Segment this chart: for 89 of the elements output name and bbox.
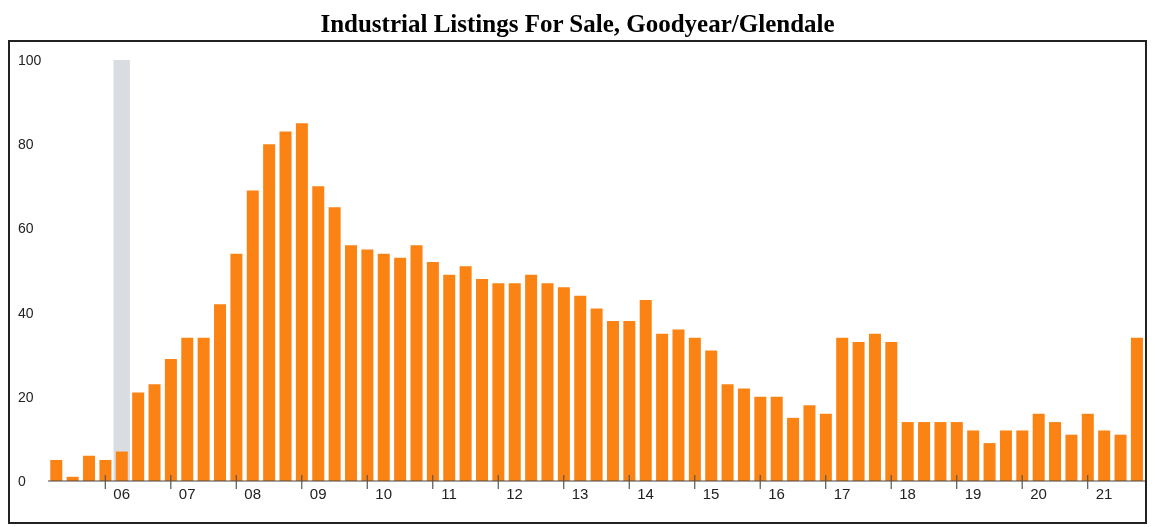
bar xyxy=(574,295,587,481)
bar xyxy=(1114,434,1127,481)
bar xyxy=(443,274,456,481)
bar xyxy=(164,358,177,481)
bar xyxy=(950,422,963,481)
bar xyxy=(148,384,161,481)
bar xyxy=(983,443,996,481)
bar xyxy=(1065,434,1078,481)
x-tick-label: 16 xyxy=(768,485,785,502)
x-tick-label: 15 xyxy=(702,485,720,502)
bar xyxy=(737,388,750,481)
bar xyxy=(721,384,734,481)
bar xyxy=(901,422,914,481)
bar xyxy=(934,422,947,481)
y-tick-label: 40 xyxy=(18,304,34,321)
bar xyxy=(492,283,505,481)
bar xyxy=(214,304,227,481)
bar xyxy=(803,405,816,481)
bar xyxy=(459,266,472,481)
x-tick-label: 10 xyxy=(375,485,392,502)
bar xyxy=(656,333,669,481)
bar xyxy=(606,321,619,481)
x-tick-label: 07 xyxy=(178,485,196,502)
bar xyxy=(967,430,980,481)
bar xyxy=(885,342,898,481)
bar xyxy=(999,430,1012,481)
bar xyxy=(754,396,767,481)
bar xyxy=(705,350,718,481)
bar xyxy=(852,342,865,481)
bar xyxy=(361,249,374,481)
bar xyxy=(345,245,358,481)
x-tick-label: 14 xyxy=(637,485,654,502)
bar xyxy=(312,186,325,481)
x-tick-label: 09 xyxy=(309,485,327,502)
bar xyxy=(246,190,259,481)
bar xyxy=(508,283,521,481)
x-tick-label: 08 xyxy=(244,485,262,502)
y-tick-label: 80 xyxy=(18,136,34,153)
bar xyxy=(1081,413,1094,481)
x-tick-label: 17 xyxy=(833,485,851,502)
bar xyxy=(99,459,112,481)
bar xyxy=(639,299,652,481)
bar xyxy=(557,287,570,481)
bar xyxy=(1098,430,1111,481)
bar xyxy=(50,459,63,481)
bar xyxy=(426,262,439,481)
bar xyxy=(590,308,603,481)
bar xyxy=(819,413,832,481)
bar xyxy=(377,253,390,481)
bar xyxy=(475,278,488,481)
x-tick-label: 20 xyxy=(1030,485,1047,502)
bar xyxy=(541,283,554,481)
bar xyxy=(918,422,931,481)
bar xyxy=(688,337,701,481)
bar xyxy=(197,337,210,481)
bar xyxy=(410,245,423,481)
bar xyxy=(1016,430,1029,481)
bar xyxy=(295,123,308,481)
bar xyxy=(770,396,783,481)
bar xyxy=(279,131,292,481)
x-tick-label: 21 xyxy=(1095,485,1113,502)
bar xyxy=(328,207,341,481)
bar xyxy=(868,333,881,481)
bar xyxy=(230,253,243,481)
bar xyxy=(836,337,849,481)
y-tick-label: 20 xyxy=(18,388,34,405)
bar xyxy=(263,144,276,481)
bar xyxy=(672,329,685,481)
x-tick-label: 11 xyxy=(441,485,457,502)
x-tick-label: 18 xyxy=(899,485,916,502)
x-tick-label: 13 xyxy=(571,485,589,502)
bar xyxy=(181,337,194,481)
bar xyxy=(1032,413,1045,481)
y-tick-label: 100 xyxy=(18,52,42,68)
bar xyxy=(83,455,96,481)
x-tick-label: 19 xyxy=(964,485,982,502)
bar xyxy=(525,274,538,481)
bar xyxy=(1130,337,1143,481)
x-tick-label: 12 xyxy=(506,485,523,502)
bar xyxy=(787,417,800,481)
chart-title: Industrial Listings For Sale, Goodyear/Glendale xyxy=(319,9,836,39)
bar xyxy=(132,392,145,481)
bar xyxy=(115,451,128,481)
y-tick-label: 60 xyxy=(18,220,34,237)
bar xyxy=(1049,422,1062,481)
bar xyxy=(623,321,636,481)
bar xyxy=(394,257,407,481)
x-tick-label: 06 xyxy=(113,485,131,502)
y-tick-label: 0 xyxy=(18,473,26,489)
